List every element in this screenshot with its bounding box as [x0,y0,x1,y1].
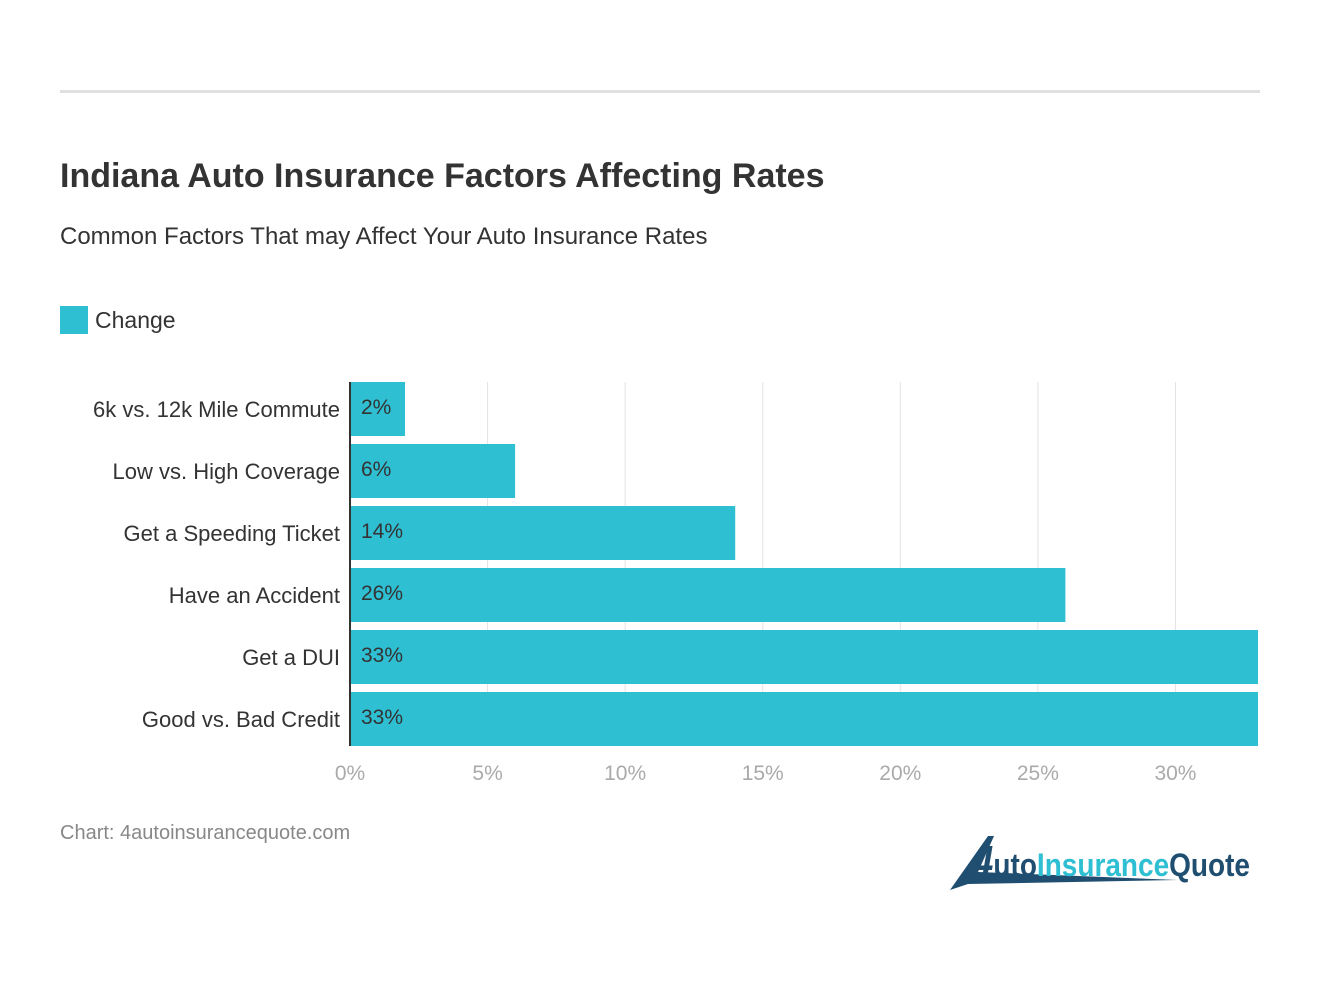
logo: 4utoInsuranceQuote [950,836,1250,890]
category-label: 6k vs. 12k Mile Commute [93,397,340,422]
bar [350,630,1258,684]
legend-label: Change [95,306,176,333]
source-note: Chart: 4autoinsurancequote.com [60,822,351,844]
legend: Change [60,306,176,334]
bar [350,692,1258,746]
x-tick-label: 5% [472,762,502,785]
data-label: 6% [361,458,391,481]
x-tick-label: 20% [879,762,921,785]
data-label: 33% [361,644,403,667]
logo-wordmark: 4utoInsuranceQuote [971,837,1250,886]
chart-title: Indiana Auto Insurance Factors Affecting… [60,157,825,195]
bar [350,506,736,560]
category-label: Have an Accident [169,583,340,608]
category-label: Good vs. Bad Credit [142,707,340,732]
bar-chart: 0% 5% 10% 15% 20% 25% 30% 6k vs. 12k Mile Commu… [93,382,1258,785]
data-label: 33% [361,706,403,729]
bar [350,444,516,498]
logo-swoosh [950,836,1178,890]
data-label: 14% [361,520,403,543]
category-label: Get a DUI [242,645,340,670]
x-tick-label: 10% [604,762,646,785]
top-divider [60,90,1260,93]
bar [350,568,1066,622]
x-tick-label: 0% [335,762,365,785]
category-label: Get a Speeding Ticket [124,521,340,546]
x-tick-label: 25% [1017,762,1059,785]
data-label: 26% [361,582,403,605]
legend-swatch [60,306,88,334]
x-tick-label: 30% [1154,762,1196,785]
chart-subtitle: Common Factors That may Affect Your Auto… [60,223,708,250]
category-label: Low vs. High Coverage [113,459,340,484]
bar [350,382,406,436]
data-label: 2% [361,396,391,419]
x-tick-label: 15% [742,762,784,785]
